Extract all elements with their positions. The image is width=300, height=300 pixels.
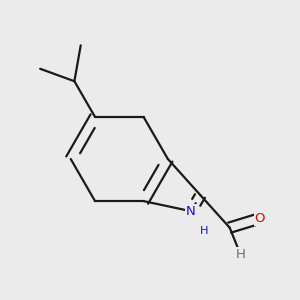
Text: H: H [236,248,245,261]
Text: N: N [186,205,196,218]
Text: H: H [200,226,208,236]
Text: O: O [255,212,265,225]
